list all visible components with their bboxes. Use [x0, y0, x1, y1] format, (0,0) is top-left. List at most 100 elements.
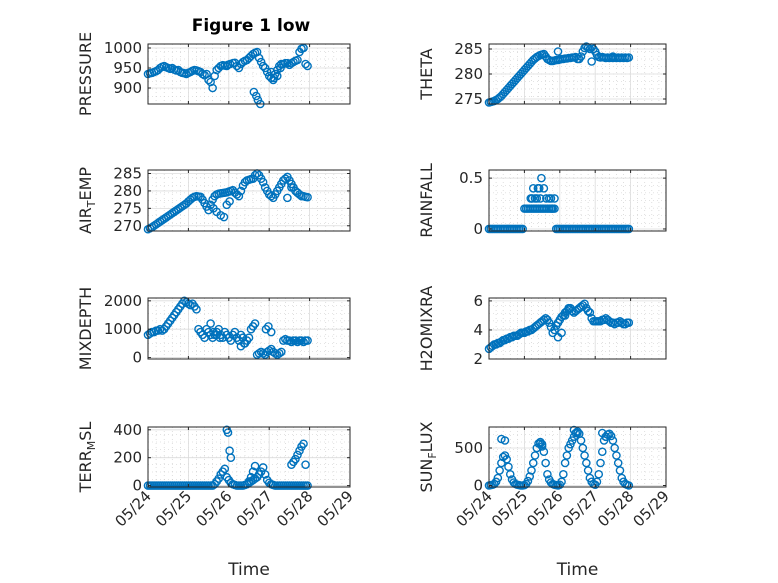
data-point	[624, 481, 634, 490]
axes-box	[147, 169, 351, 232]
data-point	[606, 431, 616, 441]
data-point	[153, 326, 163, 335]
axes-box	[147, 297, 351, 360]
data-point	[291, 454, 300, 464]
data-point	[608, 52, 618, 61]
axes-box	[488, 426, 667, 488]
data-point	[299, 337, 308, 347]
data-point	[219, 212, 229, 222]
subplot-7: 0200400TERRMSL05/2405/2505/2605/2705/280…	[76, 421, 357, 580]
data-point	[585, 44, 595, 54]
y-tick-label: 285	[454, 40, 483, 58]
data-point	[254, 53, 264, 63]
data-point	[583, 306, 593, 316]
data-point	[500, 436, 510, 445]
y-tick-label: 0.5	[459, 169, 483, 187]
data-point	[258, 61, 268, 71]
y-tick-label: 200	[113, 449, 142, 467]
x-tick-label: 05/26	[192, 487, 235, 530]
data-point	[599, 315, 609, 325]
x-tick-label: 05/25	[152, 487, 195, 530]
data-point	[270, 349, 280, 358]
data-point	[256, 57, 266, 67]
data-point	[544, 318, 554, 327]
data-point	[534, 183, 544, 193]
x-axis-label: Time	[556, 560, 599, 580]
data-point	[260, 63, 270, 73]
data-point	[505, 469, 515, 479]
y-tick-label: 270	[113, 217, 142, 235]
data-point	[236, 186, 246, 196]
data-point	[279, 336, 288, 345]
data-point	[258, 177, 268, 187]
data-point	[594, 469, 604, 479]
y-axis-label: AIRTEMP	[76, 167, 98, 234]
data-point	[287, 183, 296, 192]
y-tick-label: 0	[473, 477, 483, 495]
data-point	[624, 53, 634, 62]
y-axis-label: THETA	[417, 48, 436, 100]
data-point	[523, 476, 533, 486]
data-point	[270, 69, 280, 79]
data-point	[225, 197, 234, 206]
data-point	[624, 224, 634, 234]
y-axis-label: PRESSURE	[76, 32, 95, 116]
data-point	[587, 57, 596, 66]
x-tick-label: 05/25	[488, 487, 531, 530]
y-tick-label: 500	[454, 439, 483, 457]
data-point	[234, 63, 244, 73]
data-point	[186, 300, 195, 310]
y-tick-label: 0	[132, 349, 142, 367]
data-point	[246, 472, 256, 482]
y-axis-label-subscript: M	[85, 441, 98, 451]
y-axis-label-tail: EMP	[76, 167, 95, 201]
y-axis-label-main: PRESSURE	[76, 32, 95, 116]
y-tick-label: 280	[113, 182, 142, 200]
data-point	[597, 447, 607, 457]
data-point	[274, 349, 284, 358]
data-point	[299, 439, 308, 449]
y-axis-label-main: AIR	[76, 207, 95, 234]
y-axis-label: H2OMIXRA	[417, 286, 436, 372]
data-point	[624, 318, 634, 327]
data-point	[214, 474, 223, 483]
y-tick-label: 275	[113, 199, 142, 217]
y-tick-label: 400	[113, 421, 142, 439]
data-point	[244, 333, 254, 343]
data-point	[527, 194, 537, 203]
x-tick-label: 05/27	[559, 487, 602, 530]
data-point	[232, 61, 242, 71]
y-axis-label: TERRMSL	[76, 422, 98, 494]
data-point	[585, 308, 595, 317]
y-axis-label-tail: LUX	[417, 421, 436, 452]
x-axis-label: Time	[227, 560, 270, 580]
data-point	[262, 67, 272, 77]
data-point	[223, 428, 233, 437]
data-point	[204, 205, 213, 215]
data-point	[303, 192, 312, 202]
y-axis-label-tail: SL	[76, 422, 95, 441]
x-tick-label: 05/28	[273, 487, 316, 530]
subplot-2: 275 280 285 THETA	[417, 40, 667, 108]
data-point	[536, 194, 545, 203]
data-point	[293, 337, 302, 347]
data-point	[303, 481, 312, 490]
y-tick-label: 4	[473, 321, 483, 339]
data-point	[528, 183, 538, 193]
data-point	[285, 336, 294, 345]
data-point	[547, 204, 557, 213]
data-point	[283, 58, 292, 68]
data-point	[546, 194, 556, 203]
data-point	[297, 336, 306, 345]
y-tick-label: 2	[473, 350, 483, 368]
data-point	[281, 174, 290, 184]
data-point	[283, 193, 292, 203]
x-tick-label: 05/26	[523, 487, 566, 530]
data-point	[226, 453, 236, 462]
y-axis-label-main: RAINFALL	[417, 163, 436, 238]
data-point	[204, 75, 213, 85]
data-point	[303, 336, 312, 345]
axes-box	[488, 297, 667, 360]
data-point	[192, 305, 201, 314]
data-point	[541, 458, 550, 468]
